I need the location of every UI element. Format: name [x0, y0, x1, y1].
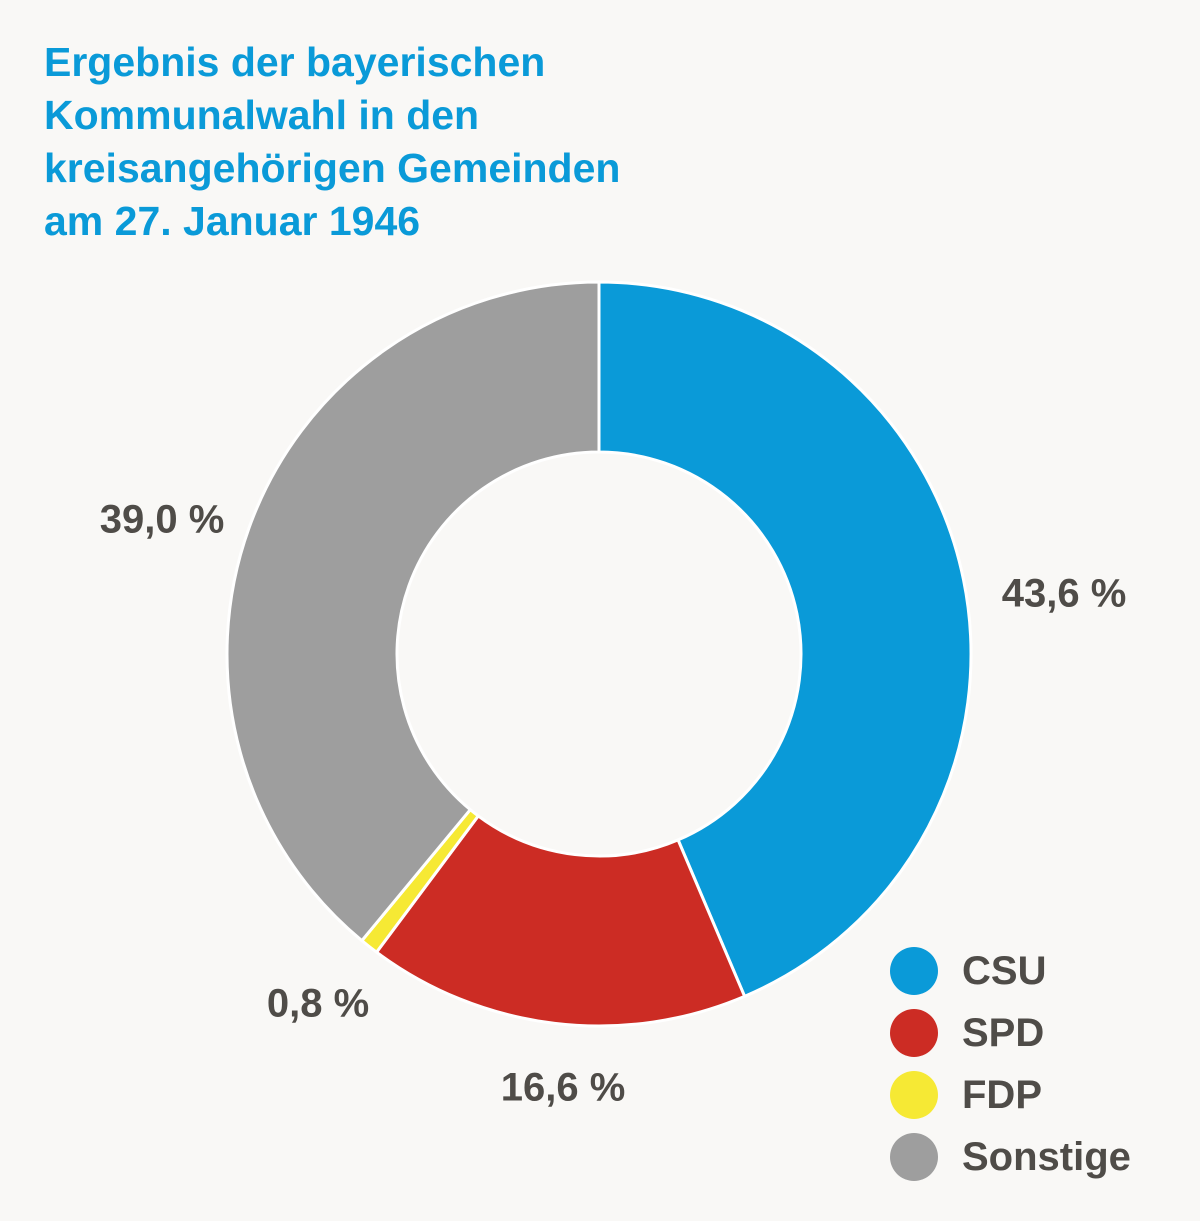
legend-label-fdp: FDP [962, 1072, 1042, 1117]
legend-item-csu: CSU [890, 940, 1180, 1002]
legend-label-sonstige: Sonstige [962, 1134, 1131, 1179]
data-label-sonstige: 39,0 % [100, 498, 225, 542]
donut-slice-spd [375, 814, 747, 1028]
legend-item-fdp: FDP [890, 1064, 1180, 1126]
donut-slice-sonstige [225, 280, 601, 943]
legend-label-spd: SPD [962, 1010, 1045, 1055]
data-labels: 43,6 % 16,6 % 0,8 % 39,0 % [100, 498, 1127, 1110]
legend-swatch-spd [890, 1009, 938, 1057]
legend: CSU SPD FDP Sonstige [890, 940, 1180, 1188]
chart-title: Ergebnis der bayerischen Kommunalwahl in… [44, 36, 844, 248]
data-label-csu: 43,6 % [1002, 572, 1127, 616]
data-label-fdp: 0,8 % [267, 982, 369, 1026]
donut-slices [225, 280, 973, 1028]
chart-title-line-1: Ergebnis der bayerischen [44, 39, 546, 85]
legend-swatch-csu [890, 947, 938, 995]
legend-label-csu: CSU [962, 948, 1047, 993]
legend-item-spd: SPD [890, 1002, 1180, 1064]
legend-swatch-fdp [890, 1071, 938, 1119]
legend-item-sonstige: Sonstige [890, 1126, 1180, 1188]
data-label-spd: 16,6 % [501, 1066, 626, 1110]
chart-title-line-3: kreisangehörigen Gemeinden [44, 145, 621, 191]
donut-slice-csu [597, 280, 973, 998]
legend-swatch-sonstige [890, 1133, 938, 1181]
chart-title-line-2: Kommunalwahl in den [44, 92, 480, 138]
chart-title-line-4: am 27. Januar 1946 [44, 198, 421, 244]
